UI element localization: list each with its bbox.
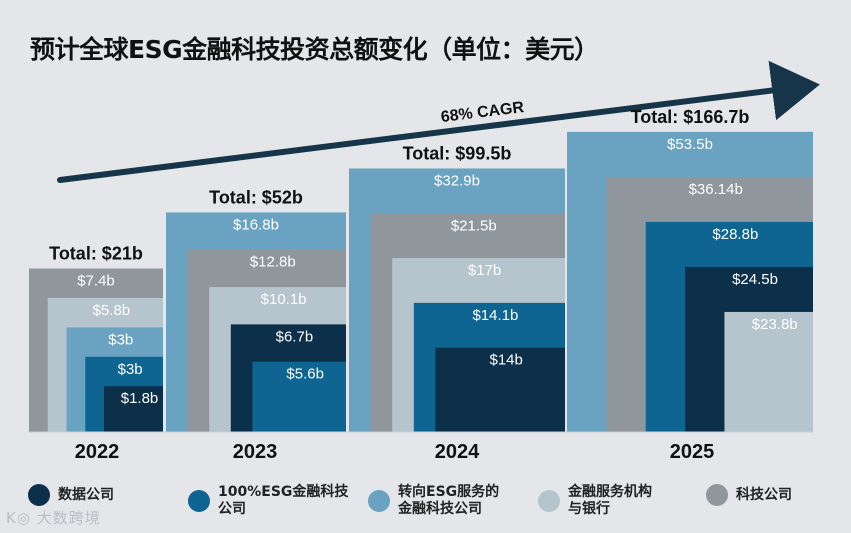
total-label: Total: $21b (49, 244, 143, 264)
total-label: Total: $99.5b (403, 143, 512, 163)
x-tick-label: 2025 (670, 441, 715, 463)
data-label: $17b (468, 262, 501, 279)
legend-item-financial-institutions: 金融服务机构 与银行 (538, 484, 652, 518)
data-label: $32.9b (434, 172, 480, 189)
data-label: $3b (108, 331, 133, 348)
data-label: $28.8b (712, 226, 758, 243)
bar-segment (252, 361, 346, 432)
legend-swatch (188, 490, 210, 512)
bar-segment (104, 386, 163, 432)
total-label: Total: $52b (209, 187, 303, 207)
data-label: $23.8b (752, 316, 798, 333)
legend-swatch (538, 490, 560, 512)
data-label: $5.8b (93, 302, 131, 319)
data-label: $14.1b (472, 307, 518, 324)
legend-item-pure-esg-fintech: 100%ESG金融科技 公司 (188, 484, 348, 518)
data-label: $6.7b (276, 328, 314, 345)
bar-segment (724, 311, 813, 432)
legend-label: 金融服务机构 与银行 (568, 484, 652, 517)
data-label: $21.5b (451, 217, 497, 234)
data-label: $14b (490, 352, 523, 369)
legend-label: 100%ESG金融科技 公司 (218, 484, 349, 517)
data-label: $1.8b (121, 390, 159, 407)
legend-item-data-companies: 数据公司 (28, 484, 114, 506)
data-label: $10.1b (261, 291, 307, 308)
legend-swatch (368, 490, 390, 512)
total-label: Total: $166.7b (631, 107, 750, 127)
legend-swatch (706, 484, 728, 506)
data-label: $5.6b (286, 366, 324, 383)
legend-label: 转向ESG服务的 金融科技公司 (398, 484, 500, 517)
data-label: $3b (118, 361, 143, 378)
watermark: K◎ 大数跨境 (6, 509, 101, 527)
data-label: $53.5b (667, 136, 713, 153)
legend-swatch (28, 484, 50, 506)
legend-item-transition-fintech: 转向ESG服务的 金融科技公司 (368, 484, 499, 518)
cagr-arrow (57, 60, 820, 183)
x-tick-label: 2022 (75, 441, 120, 463)
x-tick-label: 2023 (233, 441, 278, 463)
legend-label: 科技公司 (736, 486, 792, 503)
legend-item-tech-companies: 科技公司 (706, 484, 792, 506)
legend: 数据公司 100%ESG金融科技 公司 转向ESG服务的 金融科技公司 金融服务… (0, 480, 851, 520)
data-label: $24.5b (732, 271, 778, 288)
x-tick-label: 2024 (435, 441, 480, 463)
data-label: $36.14b (689, 181, 743, 198)
data-label: $12.8b (250, 254, 296, 271)
data-label: $7.4b (77, 273, 115, 290)
chart-canvas: 68% CAGR Total: $21b$7.4b$5.8b$3b$3b$1.8… (29, 60, 820, 463)
bar-segment (435, 347, 565, 432)
legend-label: 数据公司 (58, 486, 114, 503)
chart-title: 预计全球ESG金融科技投资总额变化（单位：美元） (30, 35, 599, 64)
data-label: $16.8b (233, 216, 279, 233)
